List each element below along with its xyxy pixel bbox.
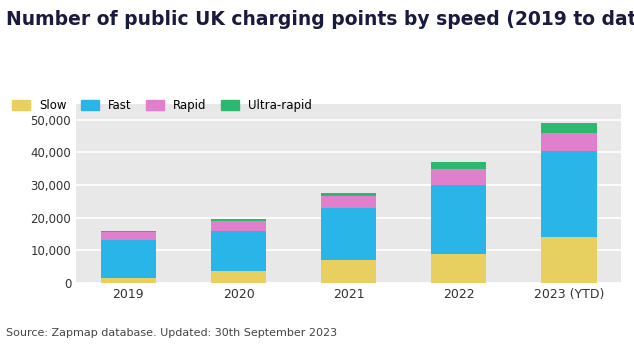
- Bar: [211, 219, 266, 221]
- Text: Number of public UK charging points by speed (2019 to date): Number of public UK charging points by s…: [6, 10, 634, 29]
- Bar: [321, 208, 376, 260]
- Text: Source: Zapmap database. Updated: 30th September 2023: Source: Zapmap database. Updated: 30th S…: [6, 328, 337, 338]
- Bar: [321, 193, 376, 196]
- Bar: [101, 278, 156, 283]
- Bar: [101, 232, 156, 240]
- Bar: [211, 221, 266, 231]
- Bar: [101, 231, 156, 232]
- Bar: [211, 231, 266, 272]
- Legend: Slow, Fast, Rapid, Ultra-rapid: Slow, Fast, Rapid, Ultra-rapid: [12, 99, 312, 112]
- Bar: [541, 237, 597, 283]
- Bar: [321, 260, 376, 283]
- Bar: [321, 196, 376, 208]
- Bar: [541, 133, 597, 151]
- Bar: [101, 240, 156, 278]
- Bar: [541, 151, 597, 237]
- Bar: [431, 254, 486, 283]
- Bar: [211, 272, 266, 283]
- Bar: [431, 162, 486, 169]
- Bar: [431, 169, 486, 185]
- Bar: [431, 185, 486, 254]
- Bar: [541, 123, 597, 133]
